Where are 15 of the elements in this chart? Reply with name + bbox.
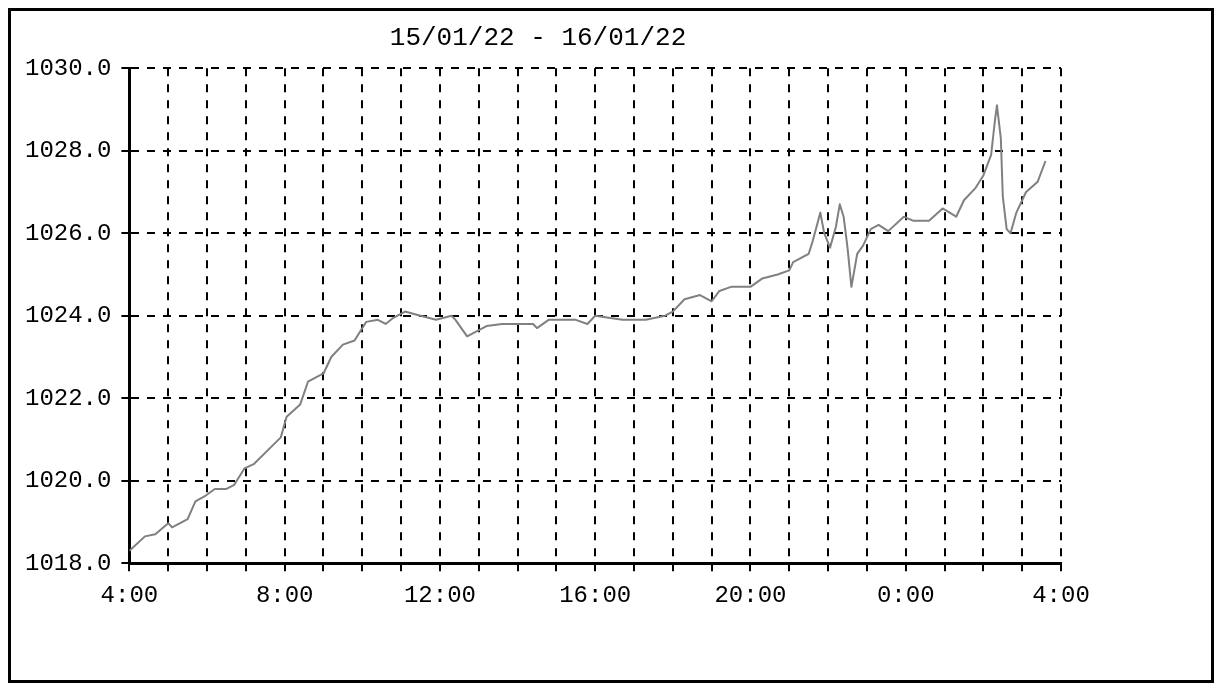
y-tick-label: 1026.0 [24, 219, 112, 247]
y-tick-label: 1024.0 [24, 302, 112, 330]
y-tick-label: 1022.0 [24, 384, 112, 412]
y-tick-label: 1030.0 [24, 54, 112, 82]
x-tick-label: 20:00 [714, 581, 787, 609]
y-tick-label: 1018.0 [24, 549, 112, 577]
x-tick-label: 12:00 [403, 581, 476, 609]
y-tick-label: 1028.0 [24, 137, 112, 165]
x-tick-label: 8:00 [255, 581, 314, 609]
x-tick-label: 0:00 [876, 581, 935, 609]
chart-title: 15/01/22 - 16/01/22 [389, 23, 687, 54]
x-tick-label: 4:00 [100, 581, 159, 609]
y-tick-label: 1020.0 [24, 467, 112, 495]
x-tick-label: 16:00 [559, 581, 632, 609]
x-tick-label: 4:00 [1032, 581, 1090, 609]
